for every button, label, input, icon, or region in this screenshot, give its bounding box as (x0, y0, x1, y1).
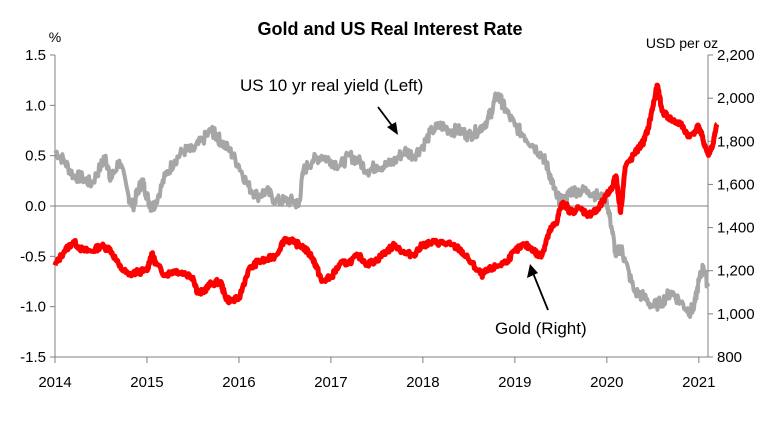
right-tick-label: 1,400 (717, 220, 755, 237)
left-axis-unit: % (49, 29, 61, 45)
right-tick-label: 2,200 (717, 47, 755, 64)
x-tick-label: 2016 (222, 374, 255, 391)
right-tick-label: 1,800 (717, 133, 755, 150)
x-tick-label: 2019 (498, 374, 531, 391)
real-yield-arrow-shaft (377, 106, 394, 128)
gold-arrow-shaft (532, 272, 549, 311)
right-axis-unit: USD per oz (646, 35, 718, 51)
right-tick-label: 1,600 (717, 176, 755, 193)
x-tick-label: 2015 (130, 374, 163, 391)
left-tick-label: -0.5 (20, 248, 46, 265)
left-tick-label: -1.0 (20, 299, 46, 316)
x-axis-ticks: 2014 2015 2016 2017 2018 2019 2020 2021 (38, 357, 715, 391)
real-yield-arrowhead (387, 122, 398, 135)
gold-line (52, 82, 720, 306)
left-tick-label: 0.5 (25, 148, 46, 165)
x-tick-label: 2014 (38, 374, 71, 391)
right-tick-label: 2,000 (717, 90, 755, 107)
right-tick-label: 1,000 (717, 306, 755, 323)
x-tick-label: 2021 (682, 374, 715, 391)
gold-annotation: Gold (Right) (495, 319, 587, 338)
left-axis-ticks: 1.5 1.0 0.5 0.0 -0.5 -1.0 -1.5 (20, 47, 55, 366)
left-tick-label: -1.5 (20, 349, 46, 366)
x-tick-label: 2020 (590, 374, 623, 391)
right-tick-label: 800 (717, 349, 742, 366)
right-tick-label: 1,200 (717, 263, 755, 280)
real-yield-annotation: US 10 yr real yield (Left) (240, 76, 423, 95)
right-axis-ticks: 2,200 2,000 1,800 1,600 1,400 1,200 1,000 800 (708, 47, 755, 366)
left-tick-label: 0.0 (25, 198, 46, 215)
chart-title: Gold and US Real Interest Rate (257, 19, 522, 39)
left-tick-label: 1.5 (25, 47, 46, 64)
gold-arrowhead (527, 264, 538, 278)
x-tick-label: 2018 (406, 374, 439, 391)
left-tick-label: 1.0 (25, 97, 46, 114)
x-tick-label: 2017 (314, 374, 347, 391)
real-yield-line (53, 91, 710, 319)
